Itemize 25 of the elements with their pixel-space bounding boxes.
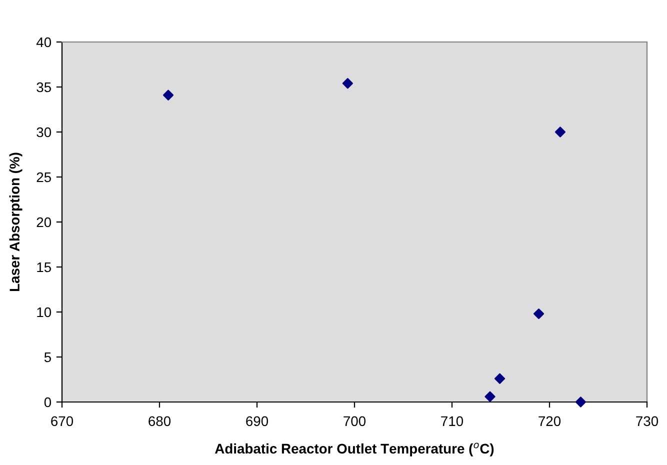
y-tick-label: 10 bbox=[37, 307, 52, 318]
x-tick-label: 720 bbox=[538, 416, 561, 426]
y-tick-label: 40 bbox=[36, 37, 52, 48]
x-tick-label: 730 bbox=[636, 416, 658, 426]
point bbox=[484, 391, 496, 402]
y-axis-title: Laser Absorption (%) bbox=[9, 152, 22, 292]
point bbox=[342, 78, 353, 89]
y-tick-label: 20 bbox=[36, 217, 52, 228]
y-tick-label: 5 bbox=[44, 352, 51, 362]
x-tick-label: 700 bbox=[344, 416, 366, 426]
x-axis-title: Adiabatic Reactor Outlet Temperature ($^{o}$C) bbox=[214, 442, 494, 456]
x-tick-label: 710 bbox=[441, 416, 464, 426]
point bbox=[494, 373, 506, 384]
x-tick-label: 680 bbox=[148, 416, 171, 426]
point bbox=[162, 90, 174, 100]
y-tick-label: 35 bbox=[36, 82, 52, 92]
y-tick-label: 25 bbox=[36, 172, 52, 182]
y-tick-label: 15 bbox=[37, 262, 52, 272]
y-tick-label: 0 bbox=[44, 397, 52, 408]
point bbox=[575, 396, 586, 408]
x-tick-label: 670 bbox=[51, 416, 74, 426]
y-tick-label: 30 bbox=[36, 127, 52, 138]
x-tick-label: 690 bbox=[246, 416, 268, 426]
point bbox=[533, 308, 544, 320]
point bbox=[554, 126, 566, 138]
